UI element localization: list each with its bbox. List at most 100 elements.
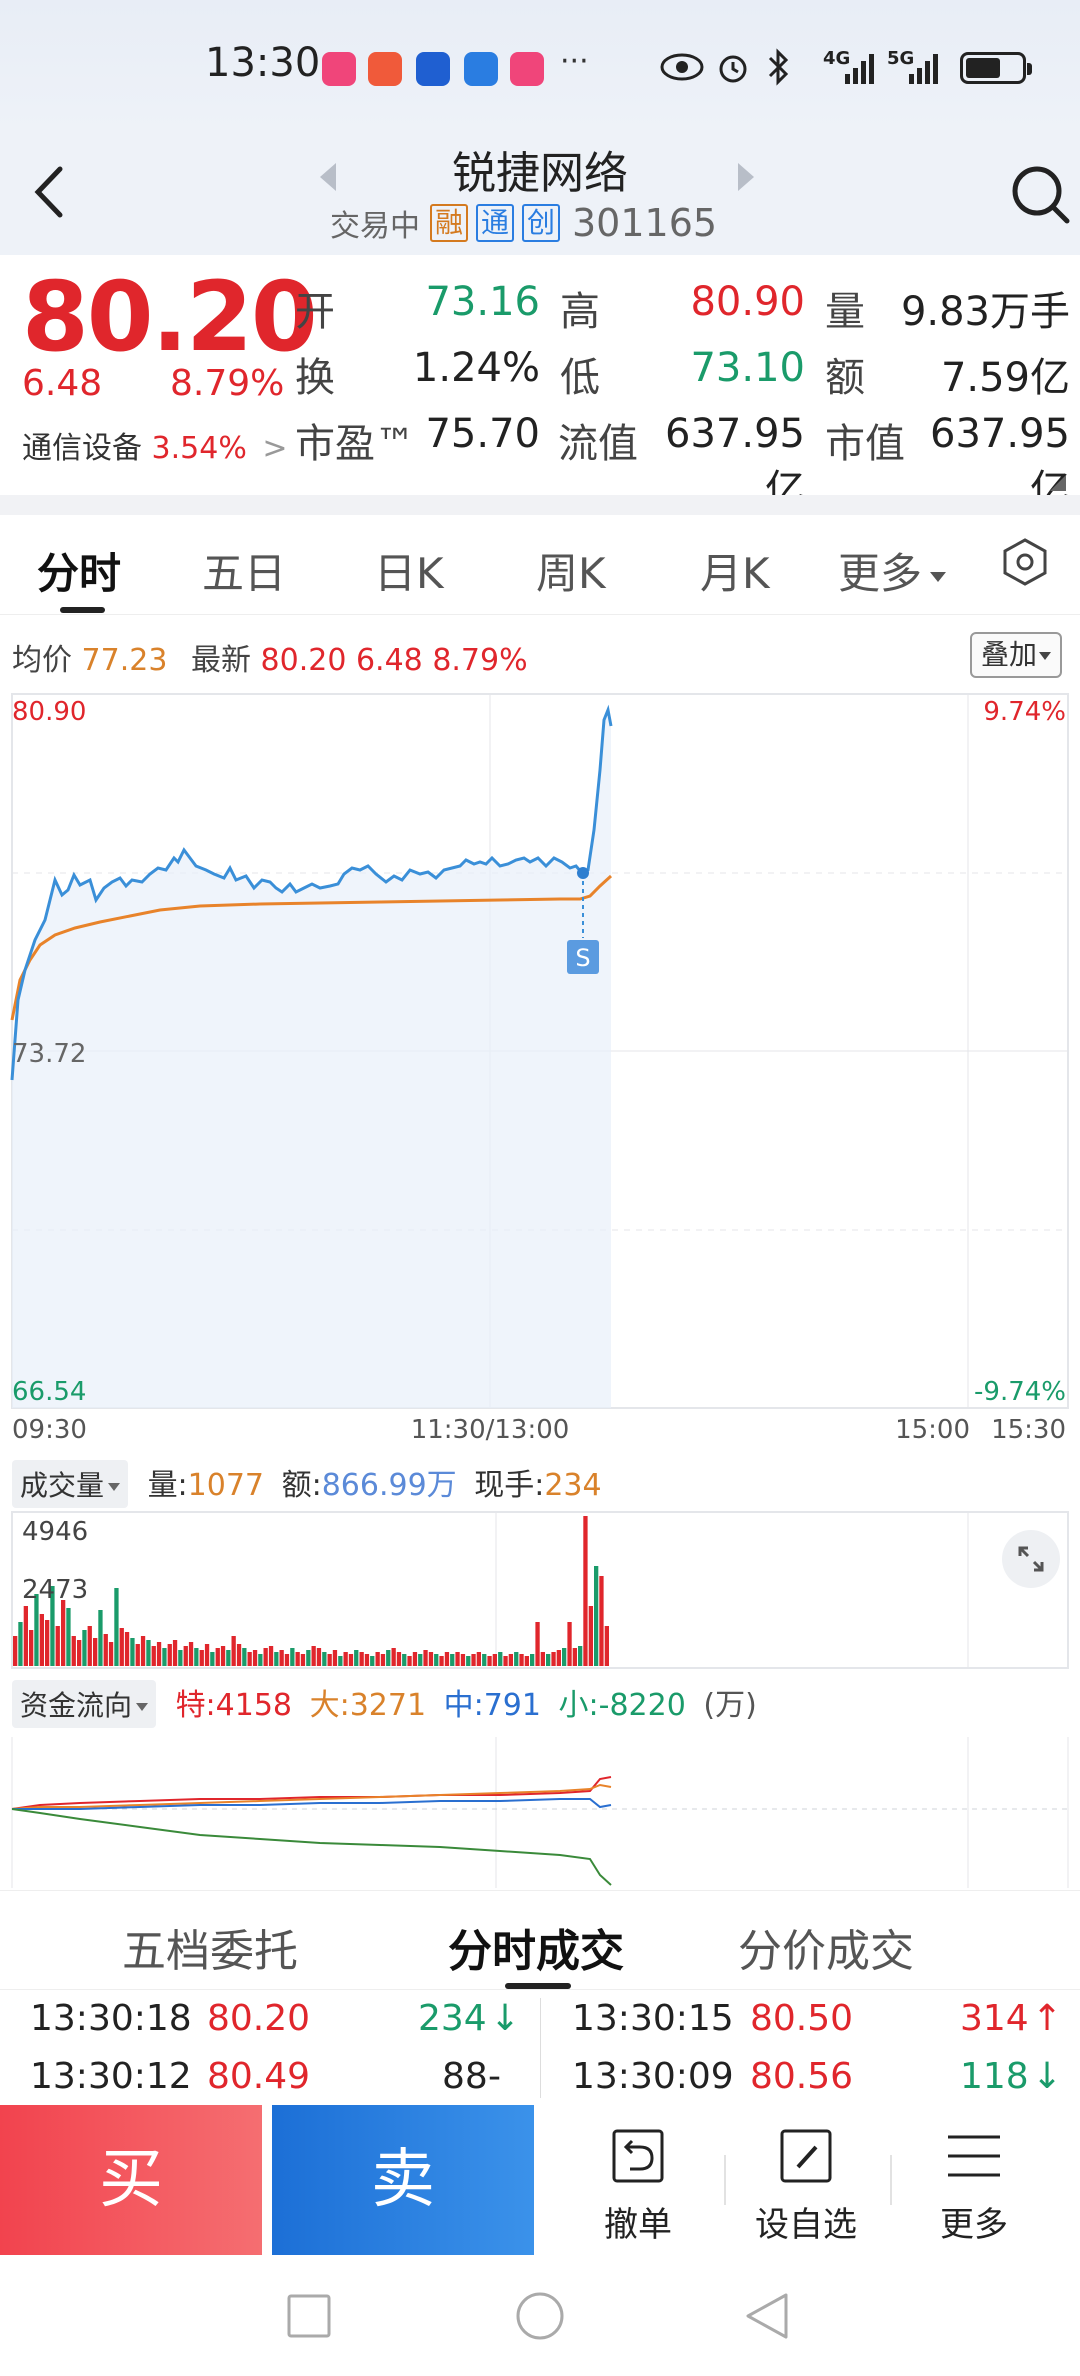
sector-link[interactable]: 通信设备 3.54% > bbox=[22, 423, 288, 467]
overlay-button[interactable]: 叠加 bbox=[970, 632, 1062, 678]
tab-intraday[interactable]: 分时 bbox=[37, 549, 122, 598]
volume-bar bbox=[524, 1656, 529, 1666]
trade-price: 80.49 bbox=[207, 2056, 311, 2097]
recent-apps-icon[interactable] bbox=[286, 2293, 332, 2339]
add-watchlist-button[interactable]: 设自选 bbox=[726, 2105, 886, 2255]
volume-bar bbox=[188, 1642, 194, 1666]
tab-price-trades[interactable]: 分价成交 bbox=[738, 1926, 914, 1977]
prev-stock-arrow[interactable] bbox=[320, 163, 336, 191]
system-nav-bar bbox=[0, 2255, 1080, 2376]
tab-weekly-k[interactable]: 周K bbox=[536, 549, 606, 598]
more-notifications-icon: ··· bbox=[560, 44, 589, 79]
more-actions-button[interactable]: 更多 bbox=[894, 2105, 1054, 2255]
caret-down-icon bbox=[136, 1703, 149, 1711]
tab-daily-k[interactable]: 日K bbox=[374, 549, 444, 598]
avg-price-label: 均价 bbox=[12, 643, 72, 678]
back-nav-icon[interactable] bbox=[742, 2291, 792, 2341]
tab-active-indicator bbox=[60, 607, 105, 613]
market-cap-label: 市值 bbox=[825, 421, 905, 467]
home-icon[interactable] bbox=[515, 2291, 565, 2341]
stock-code: 301165 bbox=[572, 201, 718, 245]
tab-five-day[interactable]: 五日 bbox=[202, 549, 287, 598]
volume-bar bbox=[338, 1656, 343, 1666]
menu-icon bbox=[948, 2135, 1000, 2177]
chart-tabs: 分时 五日 日K 周K 月K 更多 bbox=[0, 515, 1080, 615]
hand-label: 现手: bbox=[474, 1468, 545, 1503]
volume-bar bbox=[151, 1646, 156, 1666]
cancel-order-button[interactable]: 撤单 bbox=[558, 2105, 718, 2255]
btab-active-indicator bbox=[505, 1983, 571, 1989]
open-value: 73.16 bbox=[425, 279, 540, 325]
caret-down-icon bbox=[108, 1483, 121, 1491]
back-arrow-icon[interactable] bbox=[20, 157, 80, 227]
volume-bar bbox=[61, 1600, 66, 1666]
tick-trades-list: 13:30:18 80.20 234 ↓ 13:30:15 80.50 314 … bbox=[0, 1990, 1080, 2105]
volume-chart[interactable]: 4946 2473 bbox=[0, 1510, 1080, 1670]
volume-bar bbox=[162, 1648, 167, 1666]
s-marker-badge[interactable] bbox=[567, 940, 599, 974]
action-divider bbox=[724, 2155, 726, 2205]
sell-button[interactable]: 卖 bbox=[272, 2105, 534, 2255]
volume-bar bbox=[423, 1650, 428, 1666]
volume-bar bbox=[567, 1622, 572, 1666]
volume-bar bbox=[428, 1652, 434, 1666]
price-change-pct: 8.79% bbox=[170, 363, 285, 404]
volume-bar bbox=[332, 1650, 338, 1666]
volume-bar bbox=[514, 1652, 519, 1666]
volume-bar bbox=[482, 1654, 487, 1666]
amt-label: 额: bbox=[281, 1468, 322, 1503]
volume-bar bbox=[530, 1654, 535, 1666]
volume-bar bbox=[359, 1652, 364, 1666]
settings-hexagon-icon[interactable] bbox=[1000, 537, 1050, 587]
volume-bar bbox=[82, 1630, 87, 1666]
action-bar: 买 卖 撤单 设自选 更多 bbox=[0, 2105, 1080, 2255]
app-notification-icon bbox=[416, 52, 450, 86]
volume-bar bbox=[71, 1636, 76, 1666]
volume-selector[interactable]: 成交量 bbox=[12, 1460, 129, 1508]
low-label: 低 bbox=[560, 355, 600, 401]
tab-more-label: 更多 bbox=[838, 549, 923, 598]
status-time: 13:30 bbox=[205, 40, 321, 86]
trade-status: 交易中 bbox=[330, 209, 420, 244]
search-icon[interactable] bbox=[1005, 155, 1075, 235]
s-marker-label: S bbox=[575, 944, 590, 972]
fund-unit: (万) bbox=[703, 1688, 757, 1723]
volume-bar bbox=[252, 1650, 258, 1666]
volume-bar bbox=[386, 1650, 391, 1666]
trade-volume: 234 bbox=[418, 1998, 487, 2039]
fund-flow-selector-label: 资金流向 bbox=[20, 1689, 133, 1722]
cancel-order-label: 撤单 bbox=[604, 2205, 672, 2245]
volume-bar bbox=[418, 1654, 423, 1666]
edit-icon bbox=[780, 2129, 832, 2183]
network-4g-label: 4G bbox=[823, 48, 851, 69]
action-divider bbox=[890, 2155, 892, 2205]
buy-button[interactable]: 买 bbox=[0, 2105, 262, 2255]
fund-xiao-line bbox=[11, 1808, 612, 1886]
tab-monthly-k[interactable]: 月K bbox=[700, 549, 770, 598]
latest-label: 最新 bbox=[190, 643, 251, 678]
fund-flow-selector[interactable]: 资金流向 bbox=[12, 1680, 157, 1728]
column-divider bbox=[540, 1998, 541, 2098]
volume-bar bbox=[66, 1608, 71, 1666]
volume-bar bbox=[263, 1648, 268, 1666]
volume-bar bbox=[444, 1652, 450, 1666]
volume-bar bbox=[492, 1654, 497, 1666]
tab-more[interactable]: 更多 bbox=[838, 540, 947, 601]
xiao-label: 小: bbox=[558, 1688, 599, 1723]
fund-flow-chart[interactable] bbox=[0, 1735, 1080, 1890]
axis-high-label: 80.90 bbox=[12, 697, 86, 727]
fund-da-line bbox=[11, 1783, 612, 1810]
eye-icon bbox=[660, 53, 704, 81]
turnover-value: 1.24% bbox=[412, 345, 540, 391]
tab-tick-trades[interactable]: 分时成交 bbox=[448, 1926, 624, 1977]
volume-bar bbox=[599, 1576, 604, 1666]
intraday-chart[interactable]: S 80.90 73.72 66.54 9.74% -9.74% 09:30 1… bbox=[0, 690, 1080, 1450]
volume-bar bbox=[295, 1652, 300, 1666]
expand-corner-icon[interactable] bbox=[1050, 475, 1066, 491]
expand-chart-button[interactable] bbox=[1002, 1530, 1060, 1588]
next-stock-arrow[interactable] bbox=[738, 163, 754, 191]
tab-order-book[interactable]: 五档委托 bbox=[122, 1926, 298, 1977]
da-label: 大: bbox=[309, 1688, 350, 1723]
volume-bar bbox=[279, 1650, 284, 1666]
volume-bar bbox=[503, 1656, 508, 1666]
